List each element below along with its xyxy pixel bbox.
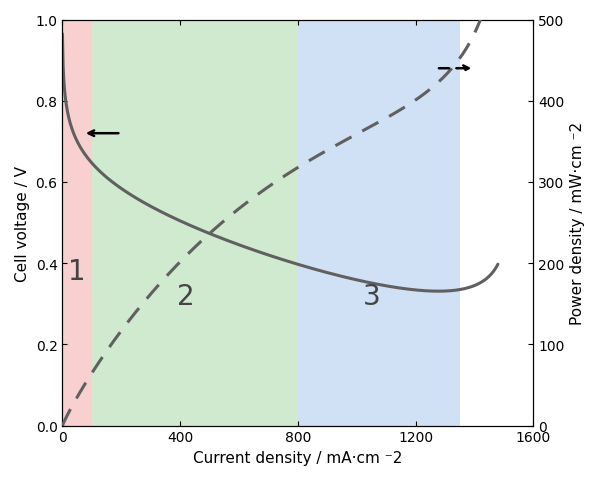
Y-axis label: Power density / mW·cm ⁻2: Power density / mW·cm ⁻2	[570, 122, 585, 324]
Bar	[62, 21, 92, 426]
X-axis label: Current density / mA·cm ⁻2: Current density / mA·cm ⁻2	[193, 450, 403, 465]
Bar	[92, 21, 298, 426]
Y-axis label: Cell voltage / V: Cell voltage / V	[15, 165, 30, 281]
Bar	[298, 21, 460, 426]
Text: 3: 3	[362, 282, 380, 310]
Text: 2: 2	[177, 282, 195, 310]
Text: 1: 1	[68, 258, 86, 286]
